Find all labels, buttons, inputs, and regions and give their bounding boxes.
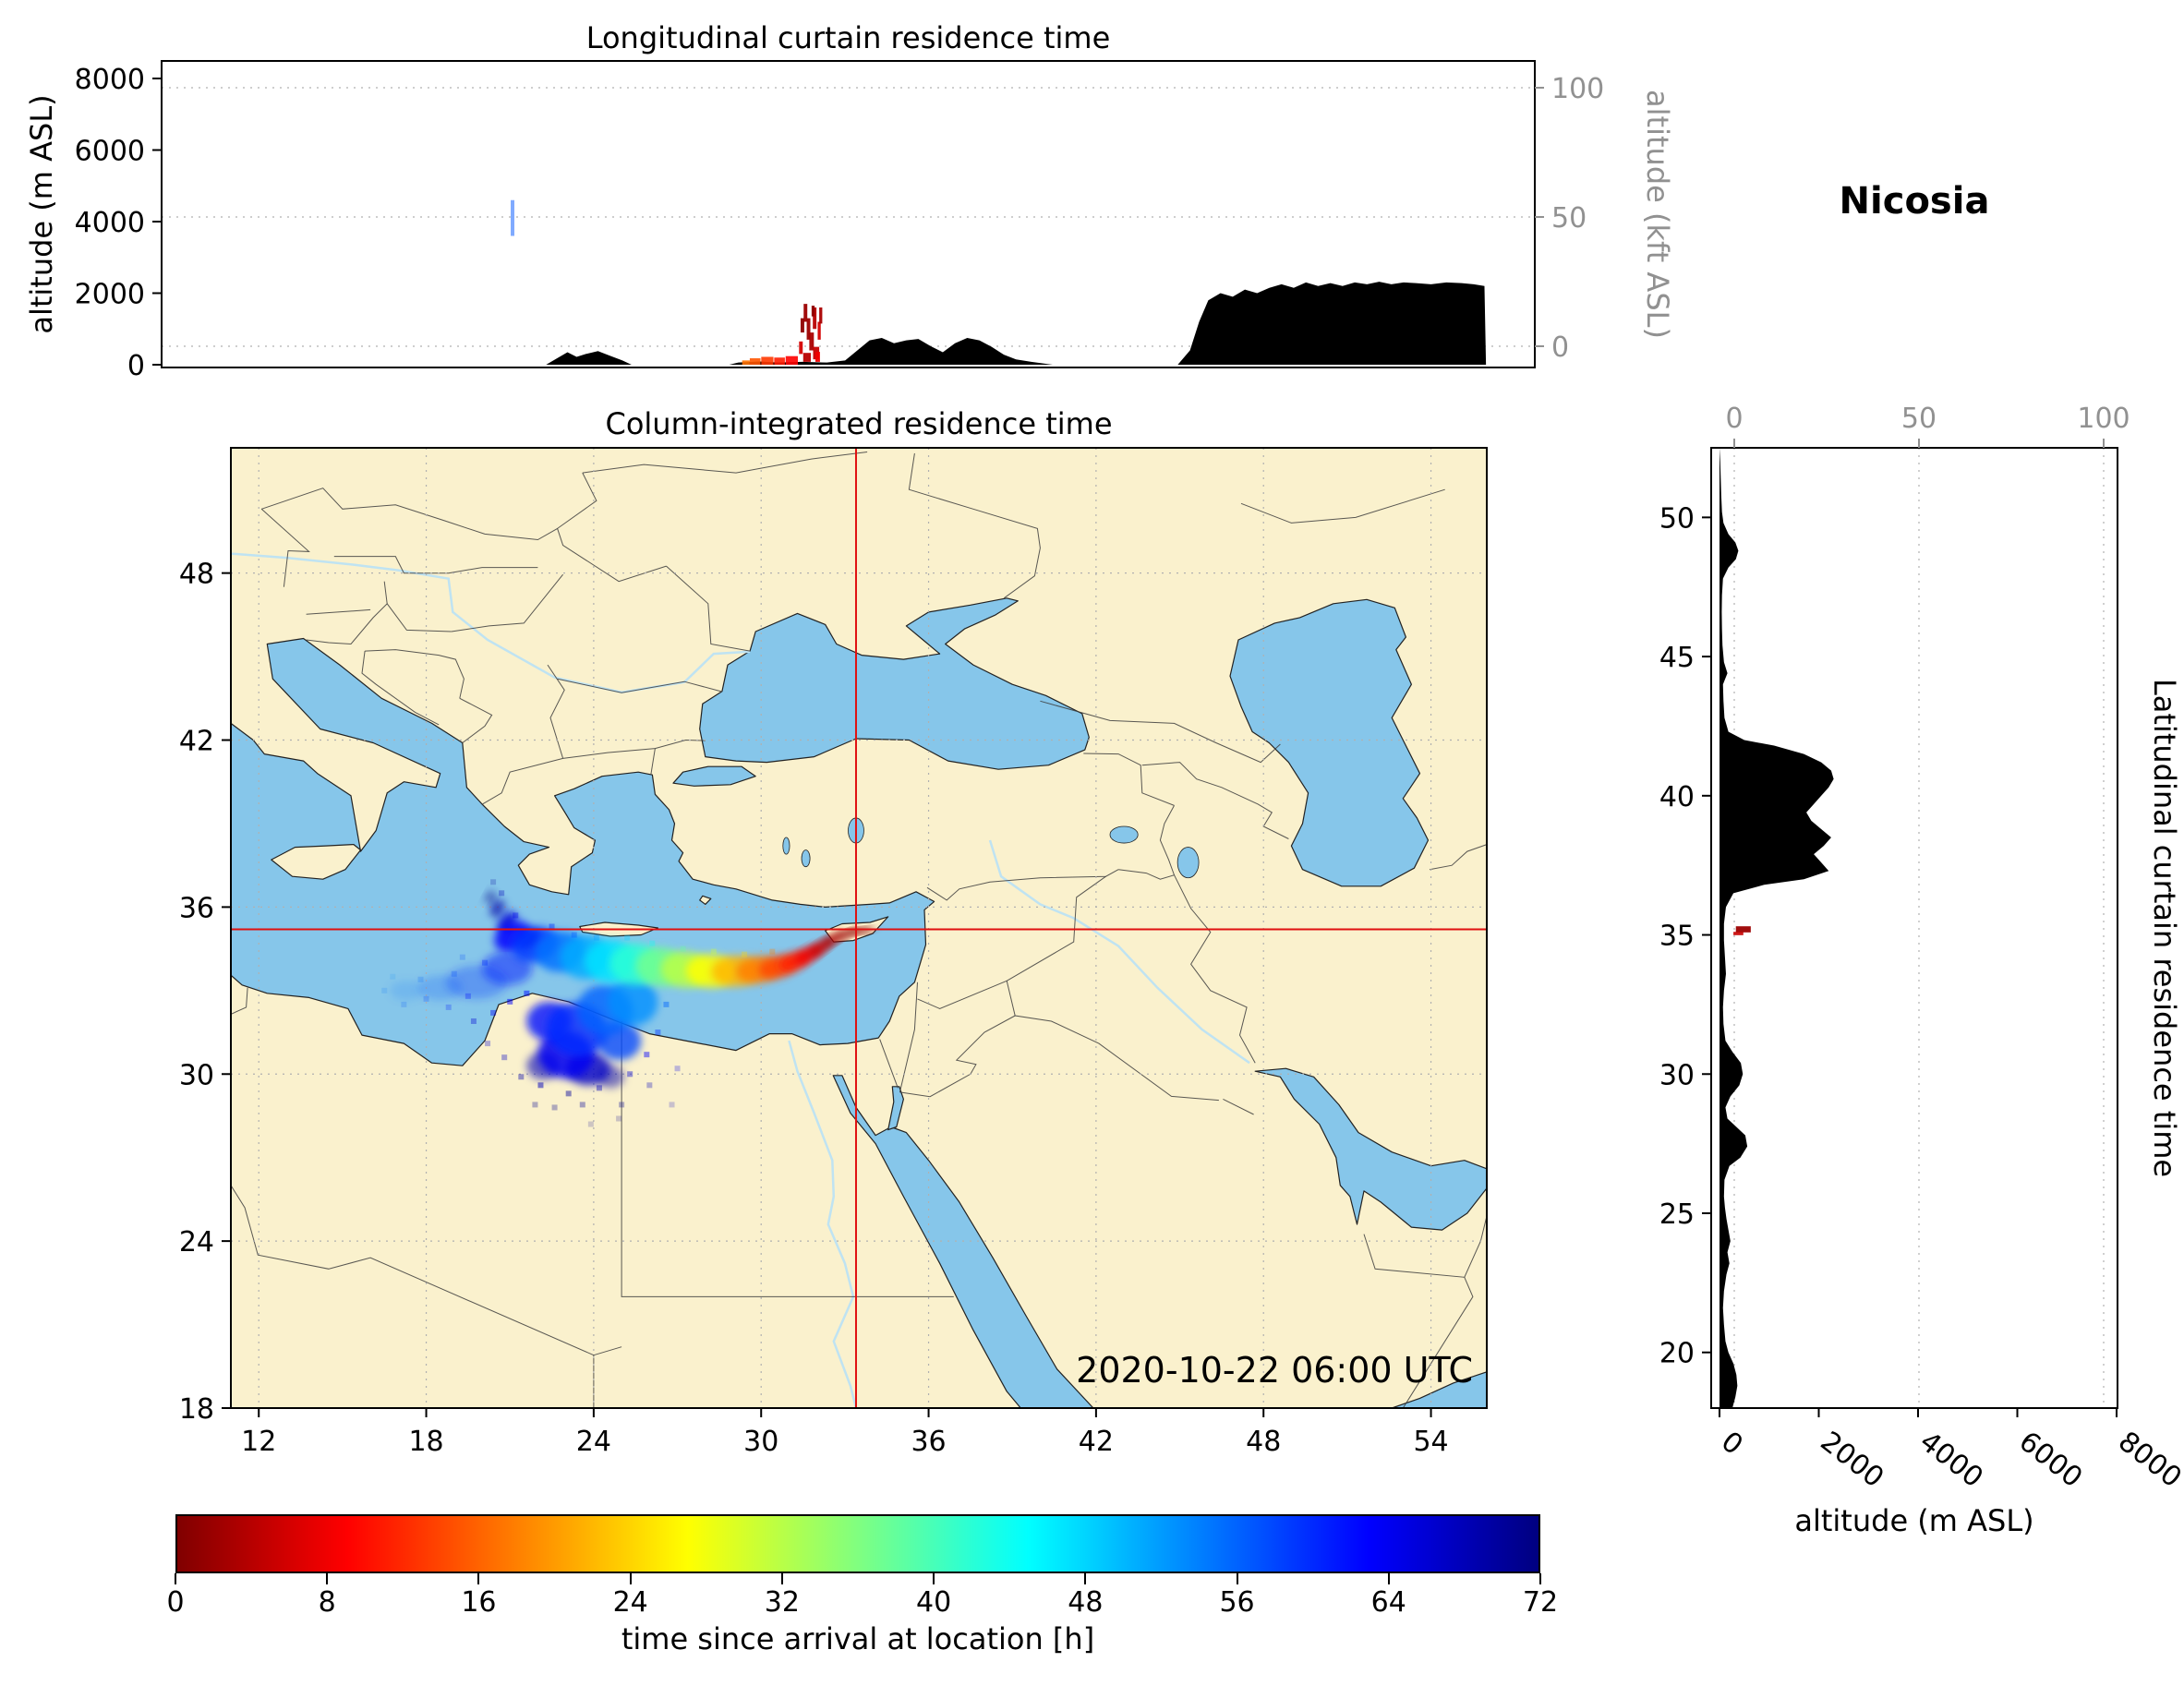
svg-text:30: 30	[743, 1426, 778, 1458]
svg-text:0: 0	[1715, 1426, 1749, 1462]
colorbar-tick	[477, 1573, 480, 1584]
svg-text:48: 48	[1246, 1426, 1281, 1458]
colorbar-tick-label: 40	[916, 1586, 952, 1619]
svg-text:12: 12	[241, 1426, 276, 1458]
svg-text:20: 20	[1659, 1338, 1695, 1370]
svg-text:6000: 6000	[75, 136, 145, 168]
map-title: Column-integrated residence time	[605, 406, 1113, 441]
lat-curtain-xlabel: altitude (m ASL)	[1794, 1503, 2034, 1538]
svg-text:30: 30	[1659, 1059, 1695, 1091]
svg-text:45: 45	[1659, 642, 1695, 674]
svg-text:48: 48	[179, 559, 214, 591]
colorbar-tick	[1236, 1573, 1238, 1584]
colorbar-tick-label: 16	[461, 1586, 497, 1619]
svg-text:0: 0	[1725, 403, 1743, 435]
station-title: Nicosia	[1839, 180, 1990, 223]
svg-text:8000: 8000	[2112, 1426, 2184, 1495]
svg-text:2000: 2000	[75, 279, 145, 311]
colorbar-tick-label: 8	[318, 1586, 336, 1619]
colorbar-tick-label: 0	[166, 1586, 185, 1619]
svg-text:42: 42	[1079, 1426, 1114, 1458]
svg-text:24: 24	[179, 1226, 214, 1258]
svg-text:0: 0	[127, 350, 145, 382]
colorbar-tick-label: 32	[764, 1586, 800, 1619]
svg-text:50: 50	[1901, 403, 1937, 435]
svg-text:6000: 6000	[2013, 1426, 2089, 1495]
svg-text:24: 24	[576, 1426, 611, 1458]
svg-text:100: 100	[1551, 73, 1604, 105]
lon-curtain-panel: 0 2000 4000 6000 8000 0 50 100	[75, 60, 1604, 382]
svg-text:42: 42	[179, 726, 214, 758]
svg-text:100: 100	[2077, 403, 2130, 435]
svg-text:18: 18	[179, 1393, 214, 1426]
lon-curtain-title: Longitudinal curtain residence time	[585, 20, 1111, 55]
colorbar-tick-label: 24	[612, 1586, 648, 1619]
colorbar-tick	[326, 1573, 329, 1584]
svg-text:36: 36	[179, 892, 214, 924]
svg-text:18: 18	[408, 1426, 443, 1458]
lat-curtain-panel: 20 25 30 35 40 45 50 0 50 100 0 2000 4000 6000 8000	[1659, 403, 2184, 1494]
colorbar-tick	[933, 1573, 935, 1584]
colorbar-tick-label: 72	[1522, 1586, 1559, 1619]
svg-text:54: 54	[1413, 1426, 1448, 1458]
map-panel: 12 18 24 30 36 42 48 54 18 24 30 36 42 48	[179, 447, 1488, 1458]
svg-text:0: 0	[1551, 331, 1569, 364]
y-axis-label-right: altitude (kft ASL)	[1640, 90, 1675, 339]
colorbar-tick	[780, 1573, 783, 1584]
colorbar-tick	[1387, 1573, 1390, 1584]
colorbar-tick-label: 64	[1370, 1586, 1406, 1619]
svg-text:40: 40	[1659, 781, 1695, 813]
svg-text:50: 50	[1659, 502, 1695, 535]
svg-text:25: 25	[1659, 1198, 1695, 1231]
svg-text:2000: 2000	[1815, 1426, 1890, 1495]
svg-text:36: 36	[911, 1426, 946, 1458]
svg-text:35: 35	[1659, 921, 1695, 953]
colorbar-tick-label: 56	[1219, 1586, 1255, 1619]
colorbar-tick	[1084, 1573, 1087, 1584]
colorbar-tick	[1539, 1573, 1541, 1584]
colorbar-tick	[175, 1573, 176, 1584]
svg-text:50: 50	[1551, 202, 1587, 235]
svg-text:4000: 4000	[75, 207, 145, 239]
lat-curtain-label: Latitudinal curtain residence time	[2147, 678, 2182, 1178]
colorbar	[175, 1514, 1540, 1573]
colorbar-label: time since arrival at location [h]	[621, 1621, 1095, 1656]
svg-text:30: 30	[179, 1059, 214, 1091]
svg-text:8000: 8000	[75, 64, 145, 96]
y-axis-label-left: altitude (m ASL)	[24, 94, 59, 334]
colorbar-tick-label: 48	[1068, 1586, 1104, 1619]
colorbar-tick	[629, 1573, 632, 1584]
svg-text:4000: 4000	[1913, 1426, 1989, 1495]
timestamp: 2020-10-22 06:00 UTC	[1076, 1350, 1473, 1391]
